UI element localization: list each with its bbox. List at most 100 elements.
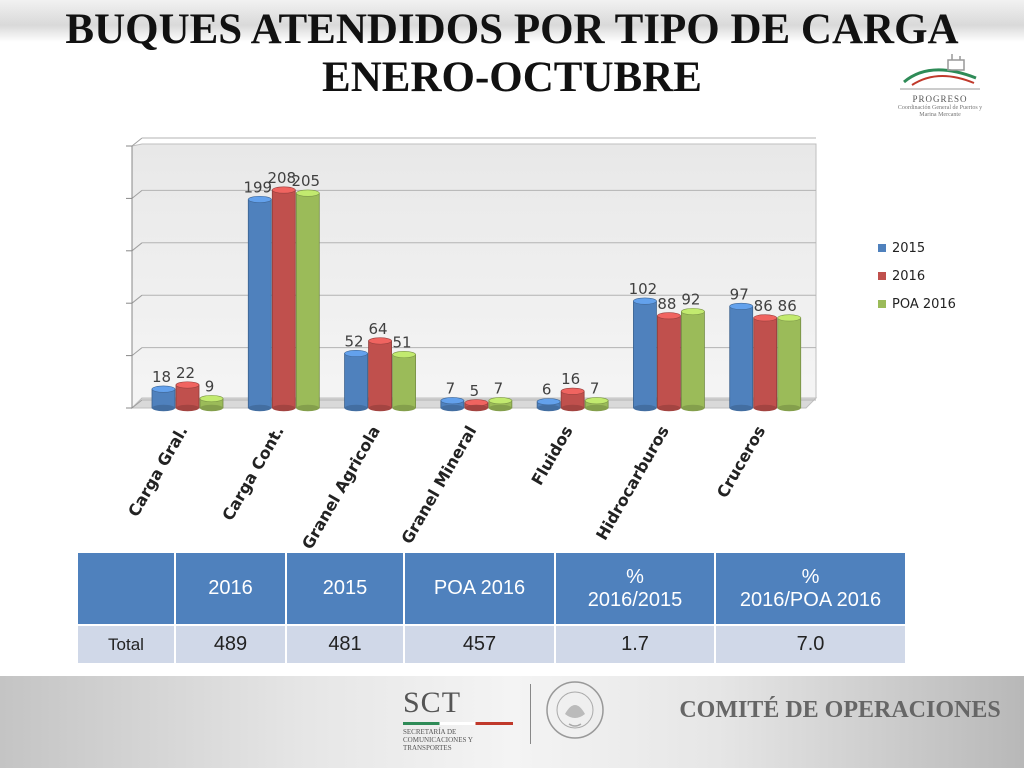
bar	[247, 199, 272, 409]
cell-pct-poa: 7.0	[715, 624, 907, 663]
sct-subtitle: SECRETARÍA DE COMUNICACIONES Y TRANSPORT…	[403, 728, 473, 752]
bar-top	[392, 351, 416, 359]
logo-name: PROGRESO	[912, 94, 968, 104]
table-header-pct-poa: % 2016/POA 2016	[715, 553, 907, 625]
bar	[633, 300, 657, 409]
table-header-empty	[78, 553, 176, 625]
chart-x-ticks: Carga Gral. Carga Cont. Granel Agricola Gra…	[124, 422, 769, 548]
bar	[295, 192, 320, 409]
table-header-2016: 2016	[175, 553, 287, 625]
bar-top	[536, 398, 561, 406]
top-band	[0, 0, 1024, 42]
x-tick-label: Cruceros	[713, 423, 769, 502]
cell-2016: 489	[175, 624, 287, 663]
committee-label: COMITÉ DE OPERACIONES	[679, 697, 1001, 723]
data-label: 16	[561, 370, 580, 388]
data-label: 86	[778, 297, 797, 315]
bar-base	[392, 404, 416, 412]
bar-base	[296, 404, 320, 412]
data-label: 9	[205, 378, 215, 396]
sct-stripe	[403, 722, 513, 725]
x-tick-label: Fluidos	[528, 422, 577, 488]
bar-top	[440, 397, 465, 405]
bar-base	[729, 404, 753, 412]
data-label: 5	[470, 382, 480, 400]
x-tick-label: Carga Gral.	[124, 423, 191, 521]
bar-base	[537, 404, 561, 412]
x-tick-label: Hidrocarburos	[592, 423, 673, 544]
bar-top	[753, 314, 778, 322]
title-line-1: BUQUES ATENDIDOS POR TIPO DE CARGA	[65, 6, 959, 53]
bar-top	[175, 381, 200, 389]
data-label: 7	[590, 380, 600, 398]
bar	[777, 317, 802, 409]
legend-label: POA 2016	[892, 297, 956, 312]
bar-top	[247, 195, 272, 203]
totals-table: 2016 2015 POA 2016 % 2016/2015 % 2016/PO…	[78, 553, 907, 663]
chart-bars	[151, 186, 802, 412]
bar	[392, 354, 416, 409]
row-label: Total	[78, 624, 176, 663]
bar-top	[295, 189, 320, 197]
gridline-depth	[131, 242, 143, 252]
data-label: 92	[681, 291, 700, 309]
bar	[753, 317, 778, 409]
bar	[368, 340, 392, 409]
table-header-2015: 2015	[286, 553, 405, 625]
bar-top	[777, 314, 802, 322]
bar-base	[657, 404, 681, 412]
bar-base	[633, 404, 657, 412]
bar-base	[200, 404, 223, 412]
bar	[657, 315, 681, 409]
table-header-pct-2015: % 2016/2015	[555, 553, 716, 625]
table-row: Total 489 481 457 1.7 7.0	[78, 624, 907, 663]
gridline-depth	[131, 137, 143, 147]
bar-top	[681, 308, 705, 316]
bar-base	[272, 404, 296, 412]
data-label: 18	[152, 368, 171, 386]
bar-base	[176, 404, 199, 412]
bar	[271, 189, 296, 409]
data-label: 86	[754, 297, 773, 315]
bar-base	[248, 404, 272, 412]
data-label: 97	[730, 285, 749, 303]
bar-top	[584, 397, 609, 405]
bar	[729, 305, 754, 409]
sct-logo: SCT SECRETARÍA DE COMUNICACIONES Y TRANS…	[403, 688, 513, 752]
chart-legend: 2015 2016 POA 2016	[878, 241, 956, 312]
bar-base	[777, 404, 801, 412]
data-label: 64	[369, 320, 388, 338]
legend-label: 2016	[892, 269, 925, 284]
table-header-poa: POA 2016	[404, 553, 556, 625]
footer-divider	[530, 684, 531, 744]
bar-top	[560, 387, 585, 395]
bar	[344, 353, 368, 409]
ship-logo-icon	[900, 54, 980, 90]
data-label: 51	[393, 334, 412, 352]
data-label: 205	[291, 172, 320, 190]
bar-base	[681, 404, 705, 412]
chart-back-wall	[131, 143, 817, 410]
bar-base	[344, 404, 368, 412]
title-line-2: ENERO-OCTUBRE	[322, 54, 702, 101]
table-header-row: 2016 2015 POA 2016 % 2016/2015 % 2016/PO…	[78, 553, 907, 625]
cell-poa: 457	[404, 624, 556, 663]
sct-wordmark: SCT	[403, 686, 462, 719]
bar-base	[440, 404, 464, 412]
x-tick-label: Granel Agricola	[298, 423, 384, 549]
bar-top	[199, 395, 224, 403]
data-label: 199	[243, 178, 272, 196]
legend-label: 2015	[892, 241, 925, 256]
data-label: 6	[542, 381, 552, 399]
bar-base	[368, 404, 392, 412]
legend-swatch	[878, 244, 886, 252]
legend-swatch	[878, 272, 886, 280]
legend-swatch	[878, 300, 886, 308]
x-tick-label: Carga Cont.	[218, 423, 288, 524]
data-label: 52	[345, 333, 364, 351]
bar-top	[151, 385, 176, 393]
data-label: 208	[267, 169, 296, 187]
bar-top	[344, 350, 368, 358]
data-label: 7	[446, 380, 456, 398]
gridline-depth	[131, 347, 143, 356]
